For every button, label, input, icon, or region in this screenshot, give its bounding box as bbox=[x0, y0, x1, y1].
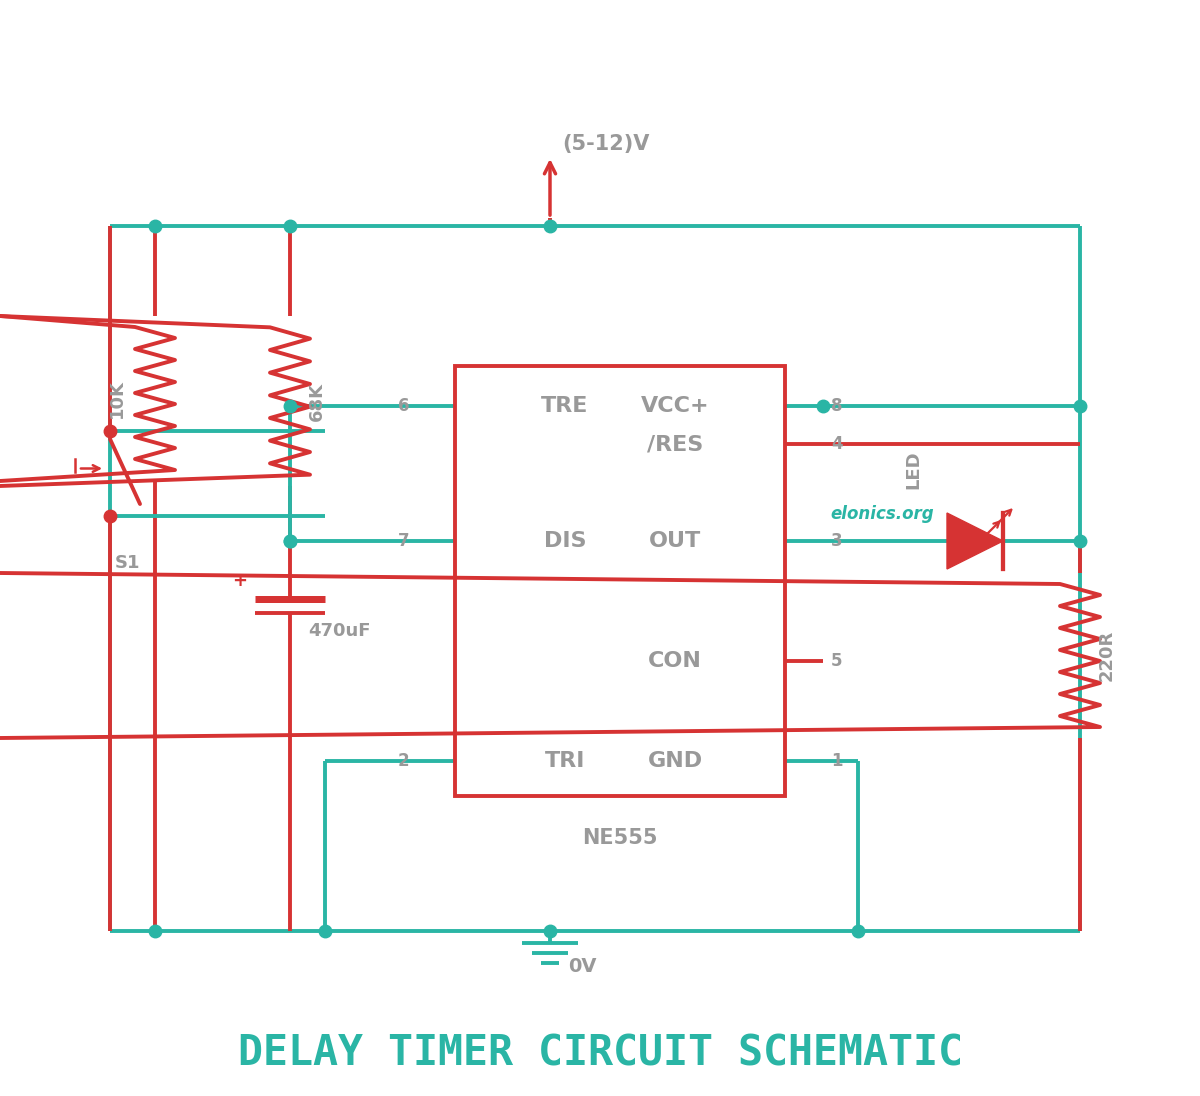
Text: 470uF: 470uF bbox=[308, 623, 371, 640]
Text: 220R: 220R bbox=[1098, 630, 1116, 681]
Text: 3: 3 bbox=[832, 532, 842, 550]
Text: DELAY TIMER CIRCUIT SCHEMATIC: DELAY TIMER CIRCUIT SCHEMATIC bbox=[238, 1034, 962, 1075]
Text: 1: 1 bbox=[832, 752, 842, 770]
Text: GND: GND bbox=[648, 751, 702, 770]
Text: S1: S1 bbox=[115, 553, 140, 572]
Text: /RES: /RES bbox=[647, 434, 703, 454]
Text: 7: 7 bbox=[397, 532, 409, 550]
Text: CON: CON bbox=[648, 651, 702, 671]
Text: 4: 4 bbox=[832, 435, 842, 453]
Text: 2: 2 bbox=[397, 752, 409, 770]
Text: LED: LED bbox=[904, 450, 922, 489]
Bar bbox=[455, 366, 785, 796]
Text: (5-12)V: (5-12)V bbox=[562, 134, 649, 155]
Text: NE555: NE555 bbox=[582, 827, 658, 848]
Text: DIS: DIS bbox=[544, 530, 587, 551]
Text: 68K: 68K bbox=[308, 381, 326, 421]
Text: +: + bbox=[233, 572, 247, 590]
Text: 10K: 10K bbox=[108, 379, 126, 418]
Text: OUT: OUT bbox=[649, 530, 701, 551]
Text: TRI: TRI bbox=[545, 751, 586, 770]
Text: 5: 5 bbox=[832, 652, 842, 670]
Text: TRE: TRE bbox=[541, 396, 589, 416]
Text: elonics.org: elonics.org bbox=[830, 505, 934, 523]
Text: VCC+: VCC+ bbox=[641, 396, 709, 416]
Polygon shape bbox=[947, 513, 1003, 569]
Text: 8: 8 bbox=[832, 397, 842, 415]
Text: 6: 6 bbox=[397, 397, 409, 415]
Text: 0V: 0V bbox=[568, 957, 596, 975]
